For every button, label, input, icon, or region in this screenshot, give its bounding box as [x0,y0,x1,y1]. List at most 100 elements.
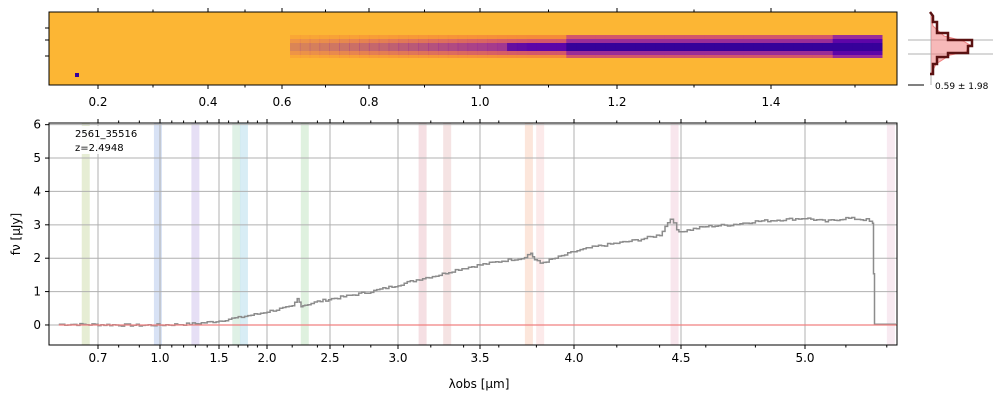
trace-cell [359,35,370,39]
trace-cell [507,51,518,55]
trace-cell [586,35,597,39]
trace-cell [566,51,577,55]
trace-cell [645,39,656,43]
trace-cell [724,39,735,43]
trace-cell [664,39,676,43]
trace-cell [862,39,873,43]
trace-cell [714,35,725,39]
y-tick-label: 6 [33,118,41,132]
trace-cell [793,43,804,51]
trace-cell [763,39,774,43]
trace-cell [526,55,538,58]
trace-cell [329,55,340,58]
trace-cell [299,39,311,43]
trace-cell [497,39,508,43]
trace-cell [743,51,755,55]
trace-cell [566,39,577,43]
trace-cell [566,55,577,58]
line-marker-band [300,123,309,345]
trace-cell [349,35,360,39]
trace-cell [408,55,419,58]
trace-cell [378,51,390,55]
trace-cell [625,51,636,55]
trace-cell [428,43,439,51]
trace-cell [862,51,873,55]
spectrum-2d-frame [48,11,898,86]
y-tick-label: 5 [33,151,41,165]
trace-cell [822,43,834,51]
trace-cell [309,51,321,55]
trace-cell [655,39,666,43]
object-id: 2561_35516 [75,129,137,140]
trace-cell [694,55,705,58]
trace-cell [743,35,755,39]
trace-cell [438,39,449,43]
trace-cell [862,43,873,51]
trace-cell [842,43,853,51]
spectrum-2d-panel: 0.2 0.4 0.6 0.8 1.0 1.2 1.4 [45,8,898,109]
object-annotation: 2561_35516 z=2.4948 [70,126,150,154]
trace-cell [319,43,330,51]
trace-cell [418,43,429,51]
trace-cell [398,55,409,58]
spectrum-1d-panel: 0.7 1.0 1.5 2.0 2.5 3.0 3.5 4.0 4.5 5.0 0 1 2 3 4 5 6 2… [9,118,898,391]
x-axis: 0.7 1.0 1.5 2.0 2.5 3.0 3.5 4.0 4.5 5.0 [88,119,888,365]
trace-cell [457,43,469,51]
trace-cell [635,39,646,43]
top-tick-label: 1.2 [607,95,626,109]
trace-cell [822,39,834,43]
trace-cell [516,55,528,58]
trace-cell [319,51,330,55]
trace-cell [852,39,863,43]
grid [49,123,897,345]
x-tick-label: 3.0 [388,351,407,365]
trace-cell [852,51,863,55]
trace-cell [625,35,636,39]
trace-cell [773,51,784,55]
trace-cell [734,43,745,51]
trace-cell [507,43,518,51]
trace-cell [694,43,705,51]
top-tick-label: 1.4 [761,95,780,109]
trace-cell [615,43,626,51]
trace-cell [368,55,380,58]
trace-cell [457,51,469,55]
trace-cell [329,35,340,39]
trace-cell [753,35,765,39]
trace-cell [497,43,508,51]
series-flux-line [58,216,896,327]
trace-cell [536,43,548,51]
trace-cell [339,55,350,58]
trace-cell [497,55,508,58]
trace-cell [803,35,814,39]
trace-cell [842,35,853,39]
trace-cell [359,43,370,51]
trace-cell [398,51,409,55]
trace-cell [753,51,765,55]
trace-cell [684,35,696,39]
line-marker-band [670,123,679,345]
trace-cell [467,51,478,55]
trace-cell [872,39,883,43]
trace-cell [319,39,330,43]
line-marker-band [886,123,895,345]
trace-cell [714,51,725,55]
trace-cell [359,55,370,58]
x-tick-label: 4.5 [671,351,690,365]
trace-cell [408,39,419,43]
line-marker-band [232,123,241,345]
y-tick-label: 3 [33,218,41,232]
trace-cell [615,51,626,55]
trace-cell [793,39,804,43]
trace-cell [546,35,557,39]
trace-cell [842,51,853,55]
trace-cell [457,39,469,43]
trace-cell [773,39,784,43]
trace-cell [566,35,577,39]
trace-cell [635,43,646,51]
trace-cell [605,39,617,43]
trace-cell [812,55,824,58]
x-tick-label: 3.5 [470,351,489,365]
trace-cell [734,39,745,43]
